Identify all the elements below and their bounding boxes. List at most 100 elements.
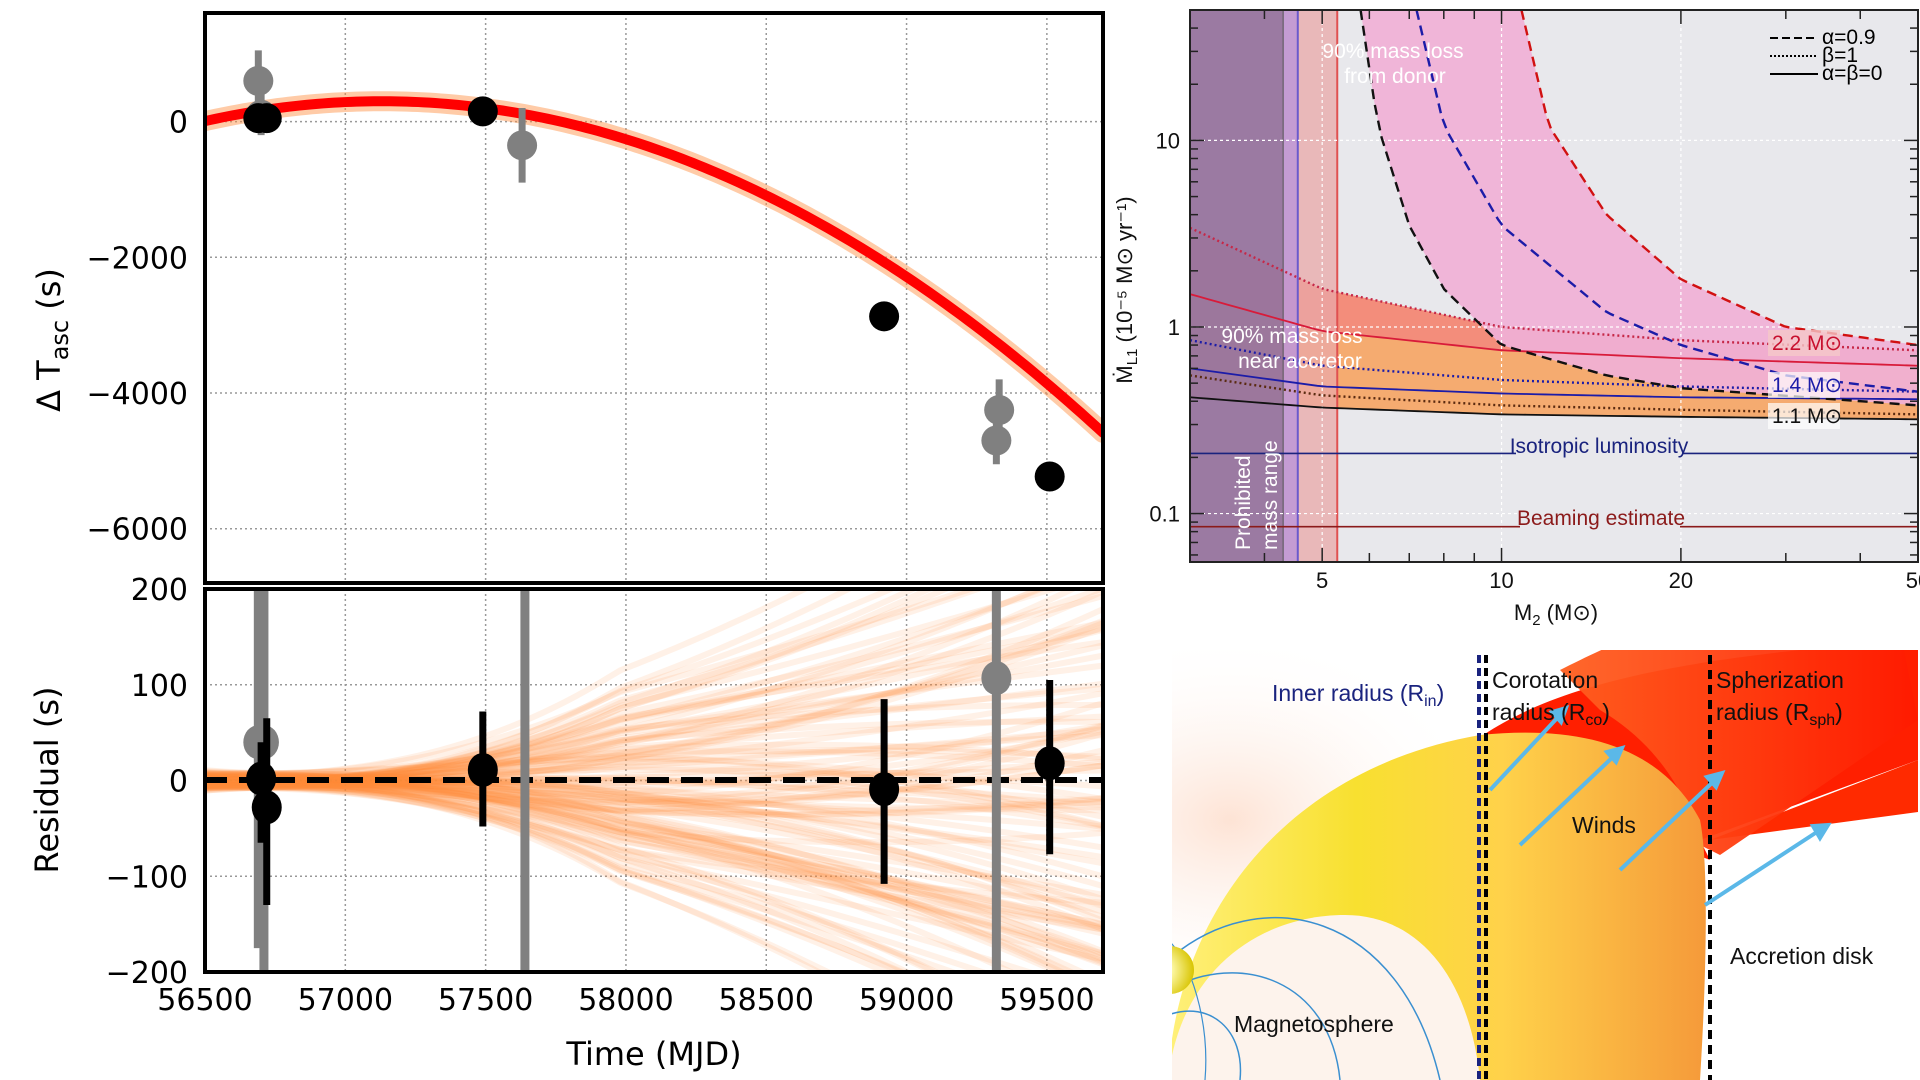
posterior-curve [205, 782, 1103, 851]
residual-panel: 200 100 0 −100 −200 56500 57000 57500 58000 5850… [28, 573, 1105, 1073]
top-y-tick-label: −6000 [87, 513, 188, 548]
accretion-schematic: Inner radius (Rin) Corotation radius (Rc… [1172, 650, 1918, 1080]
top-y-tick-labels: 0 −2000 −4000 −6000 [87, 106, 188, 548]
posterior-curve [205, 782, 1103, 937]
field-line-2 [1172, 972, 1341, 1080]
mass-label-bg-2-2 [1768, 330, 1840, 356]
wind-arrow-1 [1488, 713, 1562, 792]
top-y-tick-label: −4000 [87, 377, 188, 412]
posterior-curve [205, 773, 992, 972]
posterior-curve [205, 589, 1050, 785]
donor-mass-loss-region [1360, 10, 1918, 406]
posterior-curve [205, 762, 1103, 806]
mt-y-tick-label: 10 [1156, 128, 1180, 153]
isotropic-label: Isotropic luminosity [1510, 435, 1689, 458]
posterior-curve [205, 589, 899, 788]
residual-y-tick-label: 200 [131, 573, 188, 608]
mass-label-1-1: 1.1 M⊙ [1772, 405, 1842, 428]
spherization-label-line1: Spherization [1716, 667, 1844, 693]
inner-radius-label: Inner radius (Rin) [1272, 680, 1444, 710]
wind-arrow-2 [1518, 753, 1617, 847]
posterior-curve [205, 774, 1103, 927]
residual-y-tick-labels: 200 100 0 −100 −200 [106, 573, 188, 991]
wind-arrow-3 [1618, 778, 1717, 872]
top-y-tick-label: −2000 [87, 241, 188, 276]
posterior-curve [205, 776, 1103, 968]
posterior-curve [205, 763, 1103, 829]
residual-y-tick-label: 0 [169, 765, 188, 800]
posterior-curve [205, 589, 1103, 781]
model-curve [1190, 226, 1918, 352]
posterior-curve [205, 589, 1064, 789]
wind-arrow-4 [1703, 828, 1822, 907]
posterior-curve [205, 652, 1103, 778]
top-y-axis-label: Δ Tasc (s) [30, 268, 74, 412]
posterior-curve [205, 776, 1103, 930]
mass-transfer-panel: Prohibited mass range 90% mass loss from… [1112, 9, 1920, 629]
posterior-curve [205, 627, 1103, 785]
residual-point [1034, 746, 1065, 781]
posterior-curve [205, 589, 920, 785]
mt-x-tick-label: 10 [1489, 568, 1513, 593]
model-curve [1190, 374, 1918, 416]
x-tick-label: 58000 [578, 983, 673, 1018]
fit-curve-band [205, 91, 1103, 443]
beaming-label-bg [1520, 508, 1680, 530]
posterior-curve [205, 780, 1103, 906]
x-tick-label: 57500 [438, 983, 533, 1018]
x-tick-label: 58500 [719, 983, 814, 1018]
posterior-curve [205, 774, 826, 972]
posterior-curve [205, 780, 1069, 972]
posterior-curve [205, 589, 856, 788]
posterior-curve [205, 701, 1103, 788]
model-curve [1190, 367, 1918, 401]
posterior-curve [205, 780, 1103, 816]
inner-cutout [1172, 915, 1480, 1080]
isotropic-label-bg [1516, 434, 1682, 458]
mass-label-bg-1-1 [1768, 403, 1840, 429]
posterior-curve [205, 778, 1103, 932]
posterior-curve [205, 774, 1103, 846]
mt-shaded-regions [1190, 10, 1918, 562]
posterior-curve [205, 780, 1103, 832]
posterior-curve [205, 762, 1103, 808]
posterior-curve [205, 775, 1039, 972]
mt-gridlines [1190, 10, 1918, 562]
posterior-curve [205, 776, 962, 972]
residual-y-axis-label: Residual (s) [28, 687, 66, 874]
legend-label-alpha: α=0.9 [1822, 26, 1876, 49]
mt-tick-labels: 5 10 20 50 0.1 1 10 [1149, 128, 1920, 593]
residual-point [467, 752, 498, 787]
x-tick-label: 56500 [157, 983, 252, 1018]
posterior-curve [205, 680, 1103, 785]
posterior-curve [205, 784, 1103, 867]
legend: α=0.9 β=1 α=β=0 [1770, 26, 1882, 85]
posterior-curve [205, 713, 1103, 785]
mt-x-tick-label: 50 [1906, 568, 1920, 593]
posterior-curve [205, 769, 1089, 972]
posterior-curve [205, 593, 1103, 788]
top-y-tick-label: 0 [169, 106, 188, 141]
posterior-curve [205, 589, 1080, 778]
residual-y-tick-label: 100 [131, 669, 188, 704]
field-line-3 [1172, 1010, 1242, 1080]
posterior-curve [205, 779, 835, 972]
neutron-star [1172, 946, 1194, 994]
x-axis-label: Time (MJD) [565, 1035, 741, 1073]
posterior-curve [205, 589, 812, 781]
prohibited-label-line1: Prohibited [1232, 455, 1255, 550]
posterior-curve [205, 784, 1065, 972]
wind-arrow-3-head [1703, 770, 1726, 791]
residual-posterior-curves [205, 589, 1103, 972]
posterior-curve [205, 625, 1103, 788]
x-tick-label: 59500 [999, 983, 1094, 1018]
prohibited-region-label: Prohibited mass range [1232, 440, 1282, 550]
posterior-curve [205, 589, 981, 782]
red-wind-cone [1560, 650, 1918, 855]
field-line-1 [1172, 917, 1441, 1080]
data-point [1034, 461, 1065, 492]
data-point [467, 96, 498, 127]
magnetosphere-label: Magnetosphere [1234, 1011, 1394, 1037]
timing-points [243, 50, 1065, 492]
corotation-label-line1: Corotation [1492, 667, 1598, 693]
